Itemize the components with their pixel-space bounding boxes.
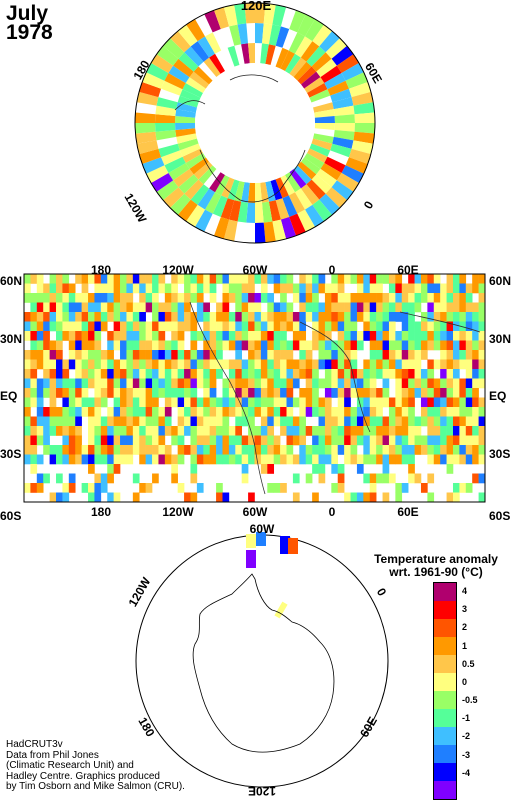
south-polar-map: 60W 120W 0 180 60E 120E [126, 524, 390, 798]
north-polar-boundary [134, 2, 376, 244]
equirect-coastlines [189, 301, 481, 495]
legend-title-line1: Temperature anomaly [374, 552, 498, 566]
legend-title-line2: wrt. 1961-90 (°C) [389, 565, 483, 579]
legend-label: 3 [462, 604, 468, 615]
legend-swatch [434, 619, 456, 637]
top-tick-120w: 120W [162, 263, 194, 277]
credit-line-3: (Climatic Research Unit) and [6, 760, 134, 771]
legend-swatch [434, 601, 456, 619]
legend-title: Temperature anomaly wrt. 1961-90 (°C) [356, 553, 512, 579]
bottom-tick-0: 0 [329, 505, 336, 519]
right-lat-30s: 30S [489, 447, 510, 461]
legend-label: 1 [462, 640, 468, 651]
equirect-cells [24, 274, 486, 503]
legend-swatch [434, 745, 456, 763]
right-lat-60s: 60S [489, 509, 510, 523]
credit-line-5: by Tim Osborn and Mike Salmon (CRU). [6, 781, 185, 792]
legend-swatch [434, 727, 456, 745]
right-lat-eq: EQ [489, 389, 506, 403]
left-lat-eq: EQ [0, 389, 17, 403]
equirect-map: 180 120W 60W 0 60E 180 120W 60W 0 60E 60… [0, 263, 511, 523]
credit-line-2: Data from Phil Jones [6, 749, 99, 761]
legend-swatch [434, 637, 456, 655]
legend-swatch [434, 781, 456, 799]
legend-swatch [434, 583, 456, 601]
bottom-tick-60w: 60W [243, 505, 268, 519]
north-polar-nodata [195, 63, 315, 183]
top-tick-180: 180 [91, 263, 111, 277]
south-polar-cells [246, 532, 298, 619]
credit-line-1: HadCRUT3v [6, 739, 63, 750]
legend-swatch [434, 709, 456, 727]
legend-label: -4 [462, 767, 471, 778]
legend-color-bar [433, 582, 457, 800]
np-label-120w: 120W [122, 191, 150, 226]
legend-label: 0 [462, 676, 468, 687]
legend-label: -1 [462, 713, 471, 724]
bottom-tick-60e: 60E [397, 505, 418, 519]
top-tick-0: 0 [329, 263, 336, 277]
legend-swatch [434, 691, 456, 709]
top-tick-60e: 60E [397, 263, 418, 277]
legend-label: -3 [462, 749, 471, 760]
sp-label-120e: 120E [248, 784, 276, 798]
legend-label: 0.5 [462, 658, 475, 669]
legend-label: 2 [462, 622, 468, 633]
north-polar-cells [135, 3, 375, 243]
title-month: July [6, 2, 49, 25]
top-tick-60w: 60W [243, 263, 268, 277]
np-label-120e: 120E [241, 0, 272, 13]
credit-line-4: Hadley Centre. Graphics produced [6, 770, 160, 782]
left-lat-30n: 30N [0, 332, 22, 346]
legend-label: -2 [462, 731, 471, 742]
legend-label: -0.5 [462, 695, 478, 706]
legend-swatch [434, 655, 456, 673]
bottom-tick-120w: 120W [162, 505, 194, 519]
left-lat-60n: 60N [0, 274, 22, 288]
left-lat-60s: 60S [0, 509, 21, 523]
title-year: 1978 [6, 21, 53, 44]
map-title: July 1978 [6, 2, 53, 44]
right-lat-30n: 30N [489, 332, 511, 346]
sp-label-60w: 60W [250, 524, 275, 536]
legend-swatch [434, 673, 456, 691]
legend-swatch [434, 763, 456, 781]
left-lat-30s: 30S [0, 447, 21, 461]
legend-label: 4 [462, 586, 468, 597]
right-lat-60n: 60N [489, 274, 511, 288]
bottom-tick-180: 180 [91, 505, 111, 519]
credits: HadCRUT3v Data from Phil Jones (Climatic… [6, 739, 185, 793]
sp-label-0: 0 [374, 586, 390, 599]
north-polar-coastlines [174, 74, 306, 203]
antarctica-outline [192, 573, 335, 753]
north-polar-map: 120E 60E 0 120W 180 [122, 0, 385, 244]
legend-labels: 4 3 2 1 0.5 0 -0.5 -1 -2 -3 -4 [462, 582, 502, 800]
np-label-0: 0 [361, 198, 377, 211]
